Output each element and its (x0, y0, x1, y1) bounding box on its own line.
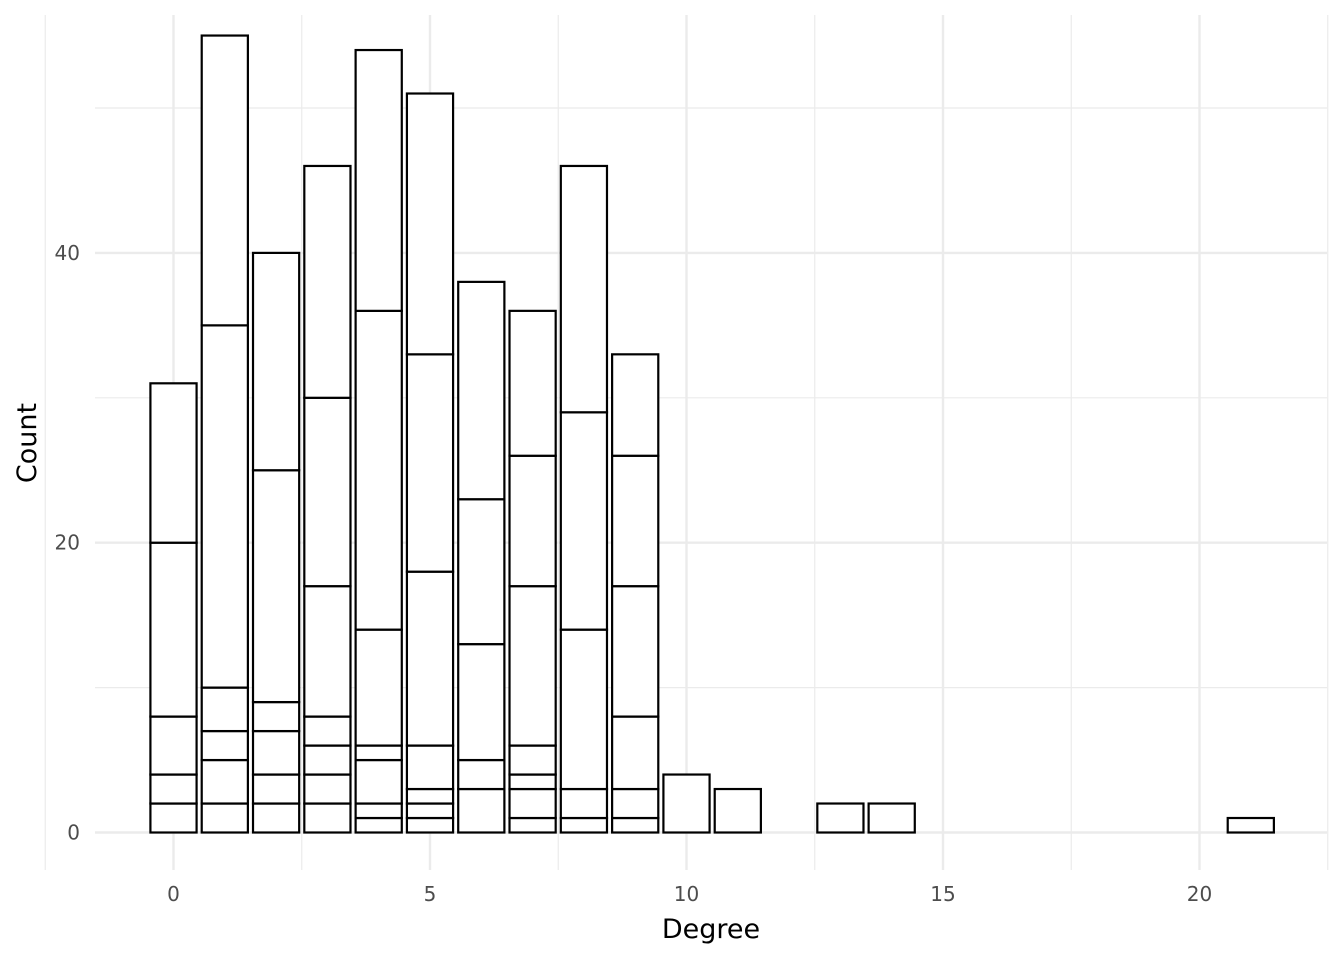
bar-segment (611, 585, 660, 718)
bar-segment (303, 164, 352, 399)
bar-segment (354, 48, 403, 312)
bar-segment (508, 816, 557, 834)
bar-segment (713, 787, 762, 834)
bars (149, 34, 1275, 834)
bar-segment (559, 164, 609, 414)
x-tick-label: 20 (1187, 882, 1212, 906)
bar-segment (457, 280, 506, 501)
bar-segment (816, 802, 865, 834)
bar-segment (149, 773, 198, 805)
bar-segment (200, 729, 249, 762)
bar-segment (200, 324, 249, 689)
bar-segment (508, 309, 557, 457)
y-axis-title: Count (12, 403, 43, 483)
tick-labels: 0 5 10 15 20 0 20 40 (55, 241, 1213, 906)
bar-segment (354, 816, 403, 834)
bar-segment (457, 498, 506, 646)
bar-segment (251, 700, 301, 733)
bar-segment (405, 787, 455, 805)
bar-segment (303, 585, 352, 718)
bar-segment (559, 787, 609, 820)
bar-segment (149, 715, 198, 776)
bar-segment (303, 773, 352, 805)
bar-segment (200, 686, 249, 733)
bar-segment (662, 773, 711, 834)
bar-segment (251, 469, 301, 704)
bar-segment (405, 353, 455, 573)
bar-segment (354, 802, 403, 820)
bar-segment (611, 787, 660, 820)
bar-segment (200, 758, 249, 805)
bar-segment (611, 715, 660, 791)
bar-segment (354, 744, 403, 762)
bar-segment (611, 454, 660, 588)
bar-segment (354, 309, 403, 631)
bar-segment (303, 802, 352, 834)
bar-segment (200, 802, 249, 834)
y-tick-label: 40 (55, 241, 80, 265)
bar-segment (251, 729, 301, 776)
bar-segment (405, 570, 455, 747)
bar-segment (867, 802, 916, 834)
bar-segment (405, 92, 455, 356)
x-tick-label: 10 (674, 882, 699, 906)
bar-segment (508, 787, 557, 820)
y-tick-label: 0 (67, 821, 80, 845)
bar-segment (508, 454, 557, 588)
bar-segment (405, 802, 455, 820)
x-axis-title: Degree (662, 914, 760, 945)
bar-segment (405, 744, 455, 791)
x-tick-label: 15 (930, 882, 955, 906)
bar-segment (149, 382, 198, 544)
bar-segment (508, 585, 557, 747)
bar-segment (1226, 816, 1275, 834)
bar-segment (611, 353, 660, 457)
bar-segment (405, 816, 455, 834)
bar-segment (457, 643, 506, 762)
bar-segment (251, 251, 301, 472)
bar-segment (303, 715, 352, 747)
bar-segment (559, 411, 609, 631)
bar-segment (508, 773, 557, 791)
bar-segment (457, 758, 506, 791)
bar-segment (303, 396, 352, 588)
bar-segment (508, 744, 557, 776)
x-tick-label: 5 (424, 882, 437, 906)
bar-segment (251, 802, 301, 834)
bar-segment (457, 787, 506, 834)
y-tick-label: 20 (55, 531, 80, 555)
bar-segment (354, 628, 403, 747)
bar-segment (559, 628, 609, 791)
bar-segment (200, 34, 249, 327)
bar-segment (149, 802, 198, 834)
bar-segment (149, 541, 198, 718)
bar-segment (611, 816, 660, 834)
bar-segment (559, 816, 609, 834)
bar-segment (303, 744, 352, 776)
bar-segment (251, 773, 301, 805)
x-tick-label: 0 (167, 882, 180, 906)
bar-segment (354, 758, 403, 805)
